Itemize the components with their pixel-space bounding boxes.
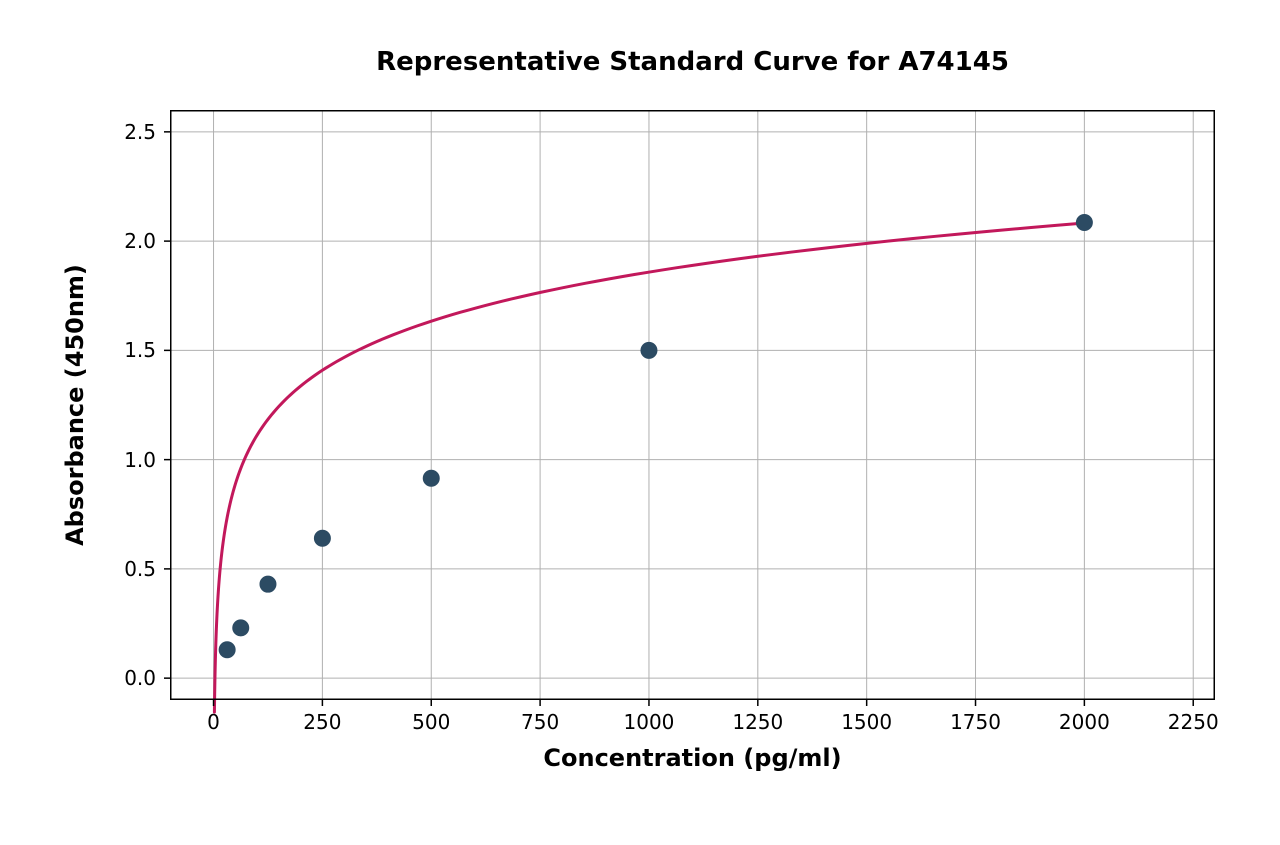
x-tick-label: 1250 [732, 710, 783, 734]
x-tick-label: 2250 [1168, 710, 1219, 734]
x-tick-label: 500 [412, 710, 450, 734]
x-tick-label: 1500 [841, 710, 892, 734]
x-tick-label: 1750 [950, 710, 1001, 734]
x-tick-label: 2000 [1059, 710, 1110, 734]
chart-title: Representative Standard Curve for A74145 [376, 47, 1009, 77]
x-tick-label: 250 [303, 710, 341, 734]
y-axis-label: Absorbance (450nm) [61, 264, 89, 546]
y-tick-label: 0.0 [124, 666, 156, 690]
plot-area [170, 110, 1215, 700]
y-tick-label: 2.5 [124, 120, 156, 144]
x-axis-label: Concentration (pg/ml) [543, 744, 841, 772]
plot-svg [170, 110, 1215, 700]
y-tick-label: 1.5 [124, 338, 156, 362]
x-tick-label: 1000 [624, 710, 675, 734]
y-tick-label: 0.5 [124, 557, 156, 581]
y-tick-label: 2.0 [124, 229, 156, 253]
figure: Representative Standard Curve for A74145… [0, 0, 1280, 845]
y-tick-label: 1.0 [124, 448, 156, 472]
x-tick-label: 0 [207, 710, 220, 734]
x-tick-label: 750 [521, 710, 559, 734]
